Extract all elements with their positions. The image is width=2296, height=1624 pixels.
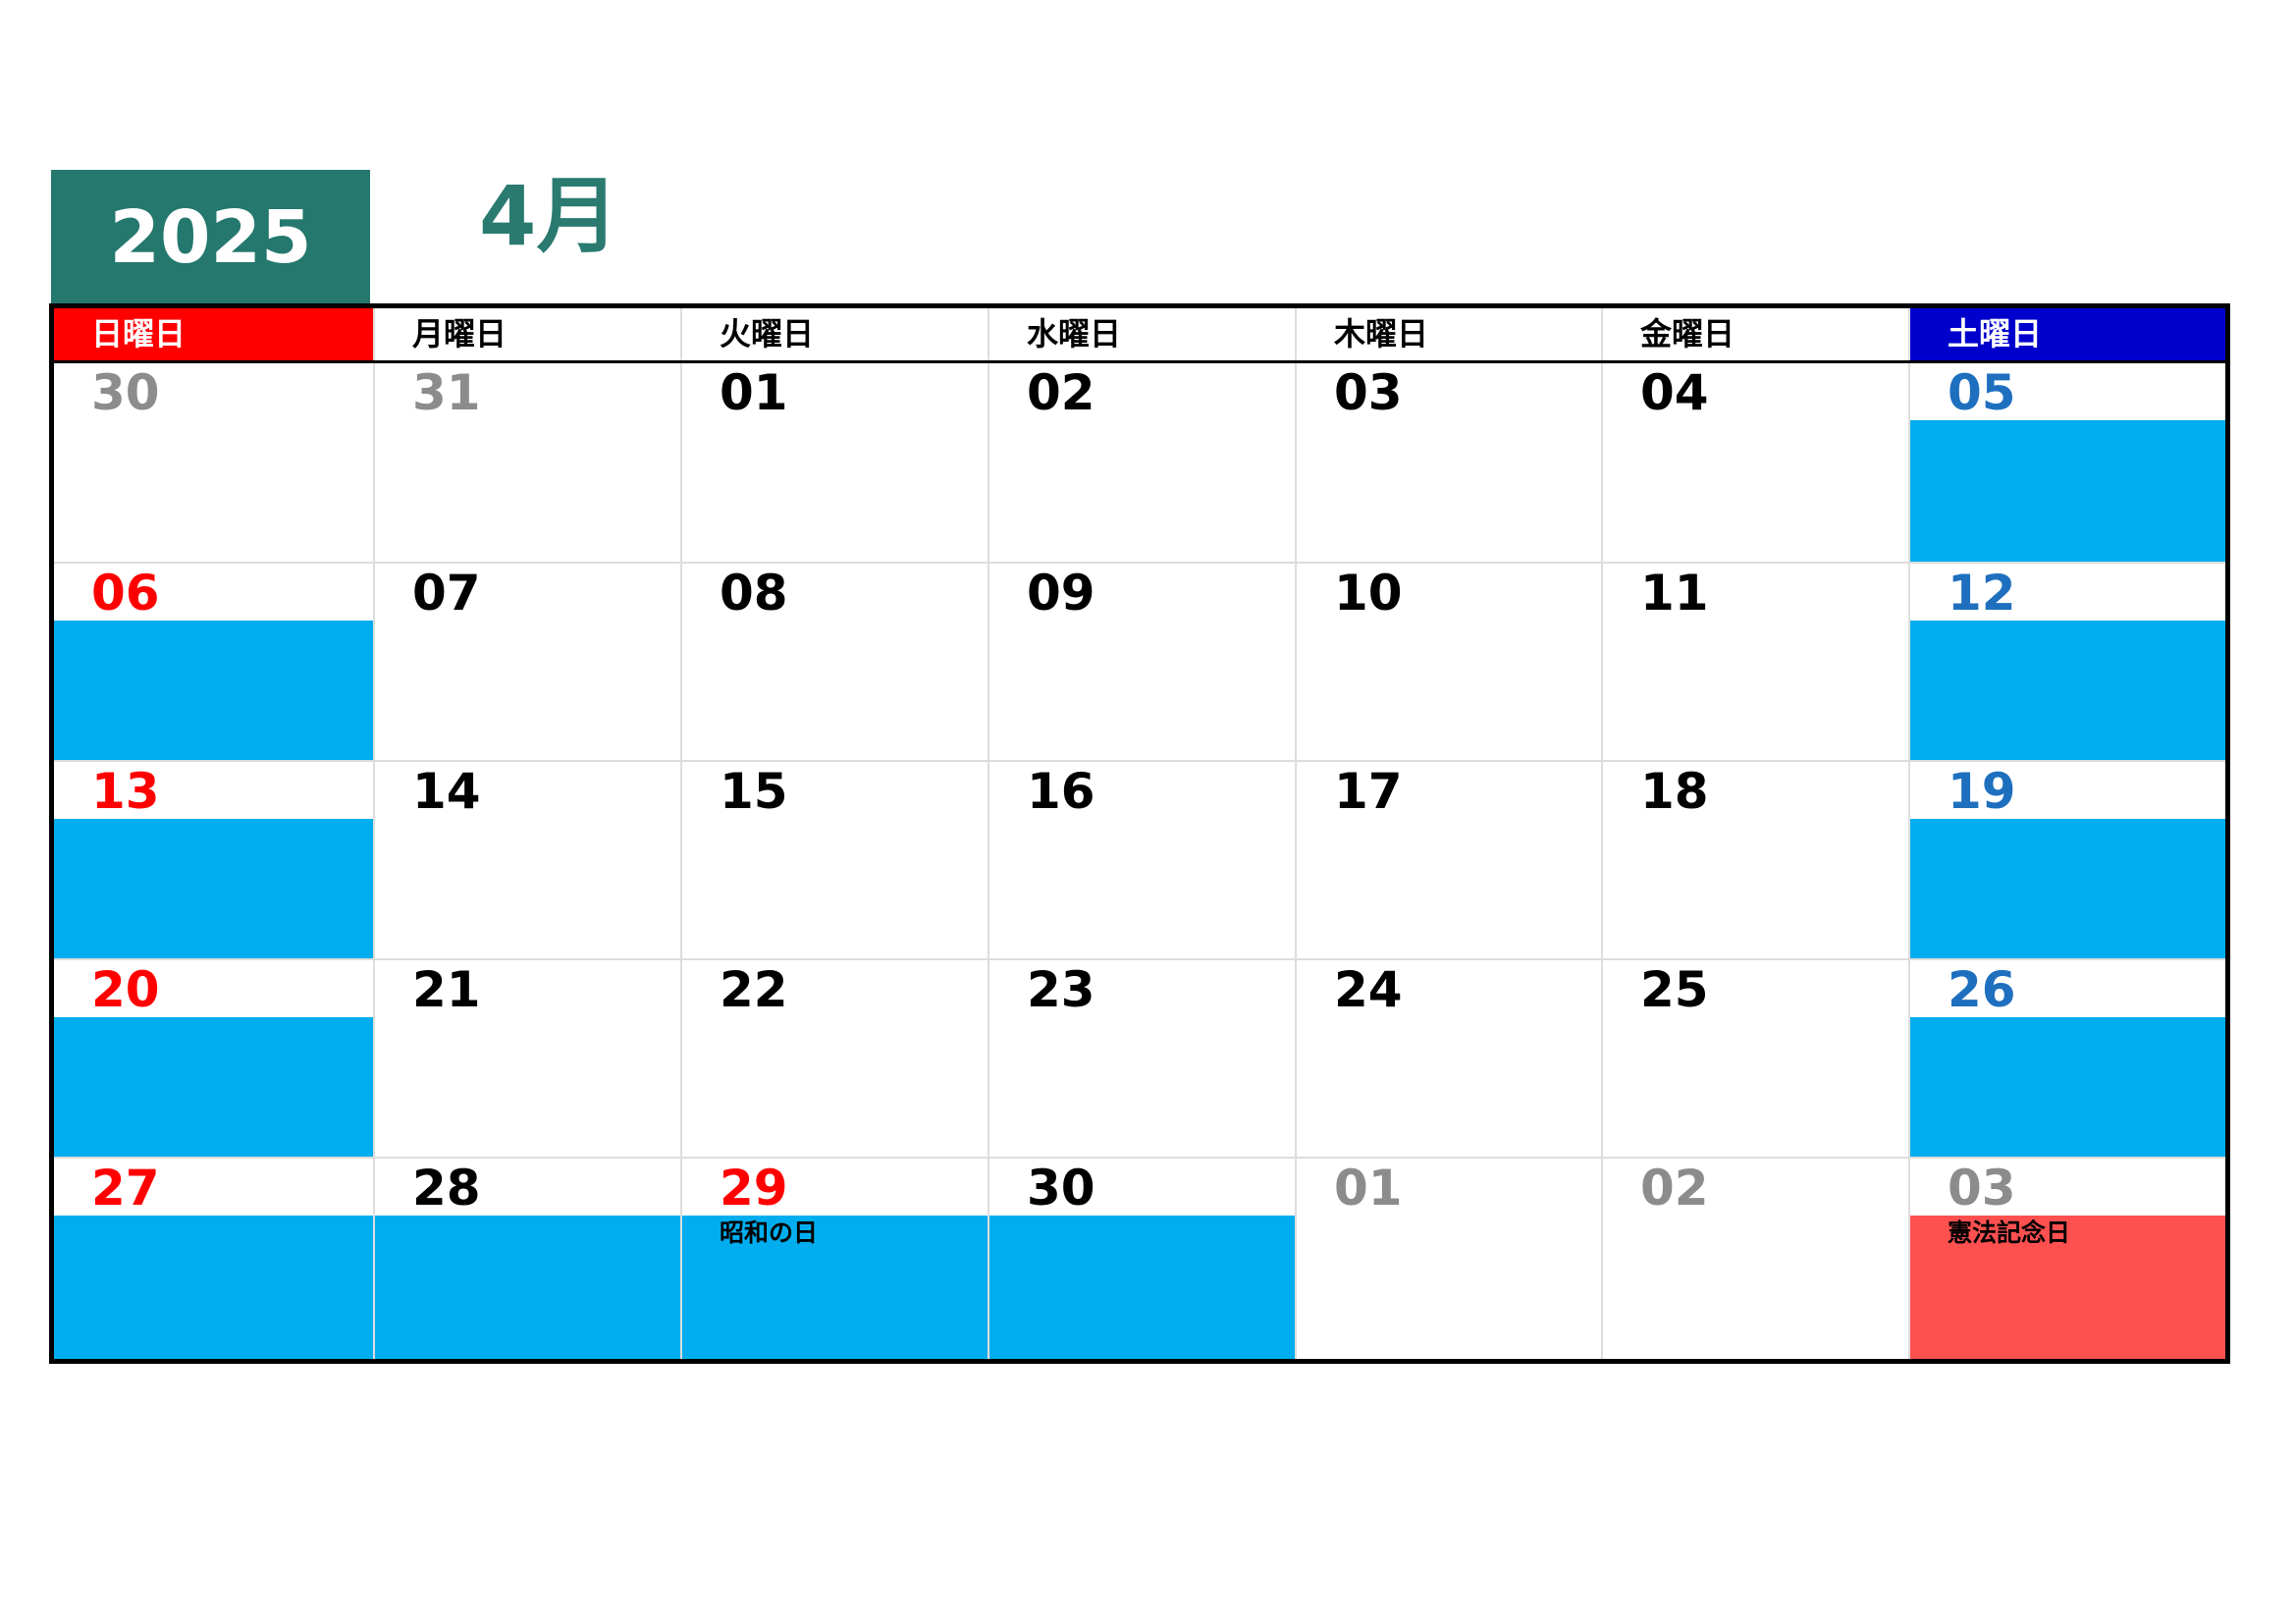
- day-number: 19: [1948, 763, 2016, 820]
- day-number: 13: [91, 763, 160, 820]
- day-number: 28: [412, 1160, 481, 1217]
- day-highlight-band: [682, 1216, 988, 1359]
- holiday-label: 憲法記念日: [1948, 1218, 2071, 1247]
- day-highlight-band: [54, 621, 373, 760]
- day-number: 31: [412, 364, 481, 421]
- day-number: 07: [412, 565, 481, 622]
- day-cell[interactable]: 10: [1295, 562, 1601, 760]
- day-highlight-band: [54, 819, 373, 958]
- day-cell[interactable]: 28: [373, 1157, 680, 1359]
- day-cell[interactable]: 17: [1295, 760, 1601, 958]
- day-number: 23: [1027, 961, 1095, 1018]
- day-cell[interactable]: 03 憲法記念日: [1908, 1157, 2225, 1359]
- day-cell[interactable]: 18: [1601, 760, 1908, 958]
- day-number: 03: [1948, 1160, 2016, 1217]
- holiday-label: 昭和の日: [720, 1218, 819, 1247]
- day-number: 27: [91, 1160, 160, 1217]
- weekday-header-3: 水曜日: [988, 308, 1295, 360]
- day-cell[interactable]: 16: [988, 760, 1295, 958]
- day-number: 30: [91, 364, 160, 421]
- day-number: 18: [1640, 763, 1709, 820]
- day-number: 01: [1334, 1160, 1403, 1217]
- year-label: 2025: [109, 194, 312, 280]
- day-number: 05: [1948, 364, 2016, 421]
- weekday-header-row: 日曜日 月曜日 火曜日 水曜日 木曜日 金曜日 土曜日: [54, 308, 2225, 363]
- day-cell[interactable]: 19: [1908, 760, 2225, 958]
- day-cell[interactable]: 29 昭和の日: [680, 1157, 988, 1359]
- day-number: 16: [1027, 763, 1095, 820]
- day-number: 03: [1334, 364, 1403, 421]
- weekday-header-1: 月曜日: [373, 308, 680, 360]
- day-highlight-band: [989, 1216, 1295, 1359]
- day-highlight-band: [375, 1216, 680, 1359]
- day-number: 04: [1640, 364, 1709, 421]
- day-number: 30: [1027, 1160, 1095, 1217]
- weekday-header-6: 土曜日: [1908, 308, 2225, 360]
- calendar-grid: 日曜日 月曜日 火曜日 水曜日 木曜日 金曜日 土曜日 30 31 01 02 03 04 05 06 07…: [49, 303, 2230, 1364]
- day-number: 25: [1640, 961, 1709, 1018]
- day-highlight-band: [1910, 1017, 2225, 1157]
- weekday-header-2: 火曜日: [680, 308, 988, 360]
- day-cell[interactable]: 11: [1601, 562, 1908, 760]
- day-cell[interactable]: 09: [988, 562, 1295, 760]
- day-number: 10: [1334, 565, 1403, 622]
- day-cell[interactable]: 04: [1601, 363, 1908, 562]
- day-cell[interactable]: 13: [54, 760, 373, 958]
- day-cell[interactable]: 07: [373, 562, 680, 760]
- day-number: 01: [720, 364, 788, 421]
- day-cell[interactable]: 26: [1908, 958, 2225, 1157]
- weekday-header-0: 日曜日: [54, 308, 373, 360]
- day-cell[interactable]: 05: [1908, 363, 2225, 562]
- day-cell[interactable]: 20: [54, 958, 373, 1157]
- day-number: 17: [1334, 763, 1403, 820]
- day-cell[interactable]: 24: [1295, 958, 1601, 1157]
- day-cell[interactable]: 30: [988, 1157, 1295, 1359]
- day-number: 21: [412, 961, 481, 1018]
- day-cell[interactable]: 30: [54, 363, 373, 562]
- day-number: 26: [1948, 961, 2016, 1018]
- year-badge: 2025: [51, 170, 370, 304]
- day-highlight-band: [54, 1216, 373, 1359]
- day-number: 02: [1640, 1160, 1709, 1217]
- day-highlight-band: [1910, 621, 2225, 760]
- day-cell[interactable]: 15: [680, 760, 988, 958]
- day-cell[interactable]: 25: [1601, 958, 1908, 1157]
- day-cell[interactable]: 02: [988, 363, 1295, 562]
- day-highlight-band: [1910, 420, 2225, 562]
- day-number: 15: [720, 763, 788, 820]
- month-title: 4月: [479, 168, 619, 264]
- day-number: 08: [720, 565, 788, 622]
- day-number: 11: [1640, 565, 1709, 622]
- day-cell[interactable]: 31: [373, 363, 680, 562]
- day-number: 09: [1027, 565, 1095, 622]
- day-highlight-band: [1910, 819, 2225, 958]
- day-number: 20: [91, 961, 160, 1018]
- day-cell[interactable]: 08: [680, 562, 988, 760]
- day-cell[interactable]: 23: [988, 958, 1295, 1157]
- day-number: 12: [1948, 565, 2016, 622]
- day-number: 22: [720, 961, 788, 1018]
- weekday-header-4: 木曜日: [1295, 308, 1601, 360]
- day-cell[interactable]: 12: [1908, 562, 2225, 760]
- day-cell[interactable]: 01: [680, 363, 988, 562]
- day-number: 02: [1027, 364, 1095, 421]
- day-highlight-band: [1910, 1216, 2225, 1359]
- day-number: 06: [91, 565, 160, 622]
- day-cell[interactable]: 06: [54, 562, 373, 760]
- day-cell[interactable]: 21: [373, 958, 680, 1157]
- day-cell[interactable]: 01: [1295, 1157, 1601, 1359]
- day-cell[interactable]: 03: [1295, 363, 1601, 562]
- weekday-header-5: 金曜日: [1601, 308, 1908, 360]
- day-cell[interactable]: 27: [54, 1157, 373, 1359]
- day-number: 24: [1334, 961, 1403, 1018]
- day-cell[interactable]: 14: [373, 760, 680, 958]
- day-cell[interactable]: 02: [1601, 1157, 1908, 1359]
- day-number: 29: [720, 1160, 788, 1217]
- day-number: 14: [412, 763, 481, 820]
- day-cell[interactable]: 22: [680, 958, 988, 1157]
- day-highlight-band: [54, 1017, 373, 1157]
